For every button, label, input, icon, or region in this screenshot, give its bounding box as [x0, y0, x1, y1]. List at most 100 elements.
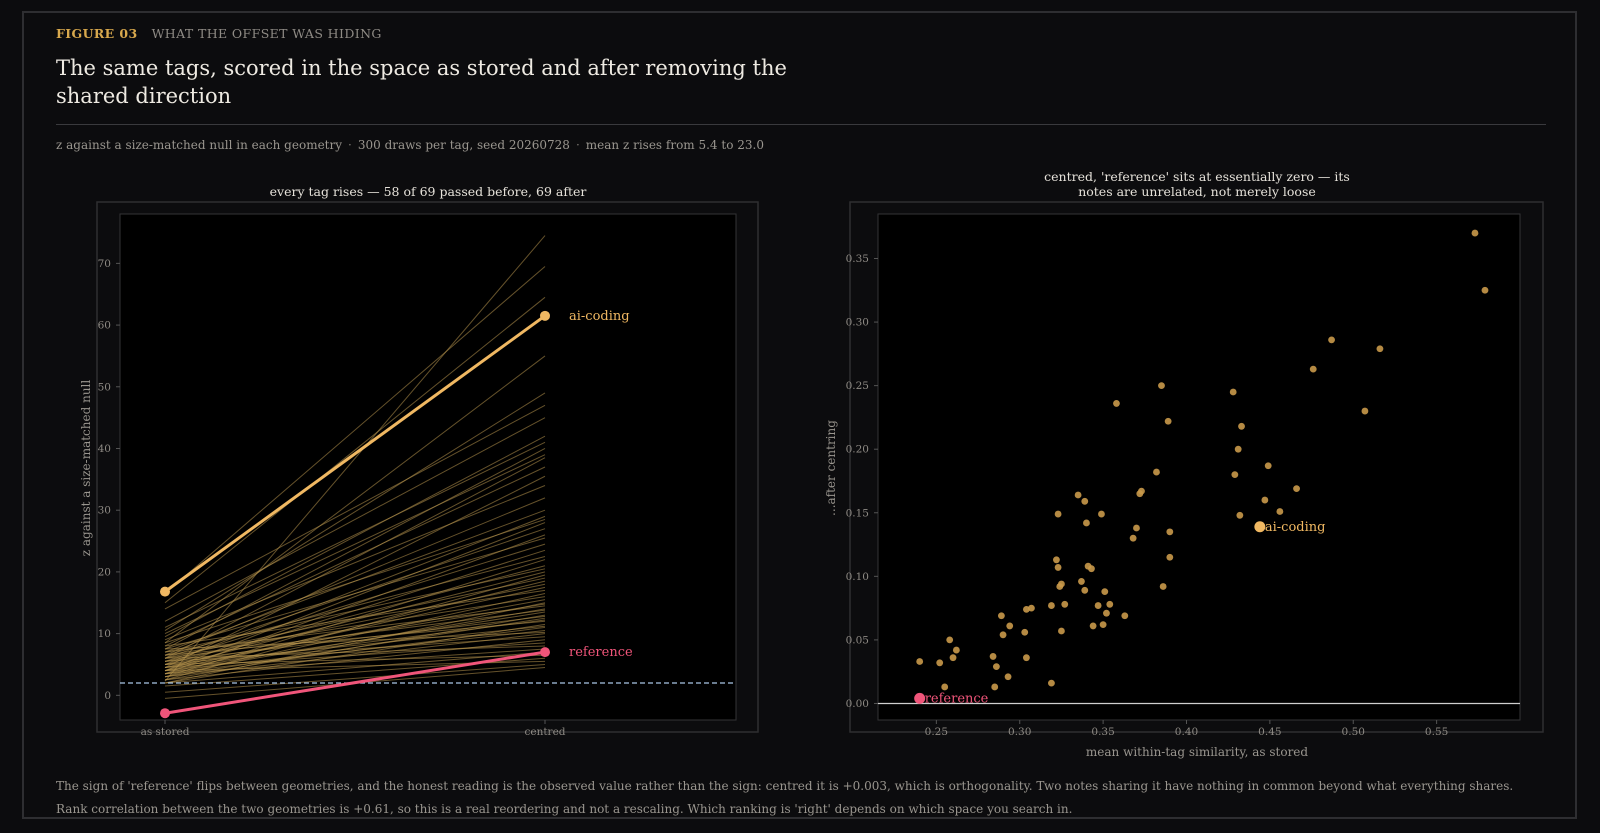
tag-thread	[164, 441, 546, 628]
scatter-y-axis-label: ...after centring	[824, 420, 838, 516]
tag-thread	[164, 235, 546, 682]
scatter-x-tick-label: 0.40	[1175, 726, 1198, 738]
tag-point	[989, 653, 997, 660]
tag-point	[1276, 508, 1284, 515]
tag-thread	[164, 611, 546, 672]
reference-end-point	[540, 647, 550, 658]
scatter-y-tick-label: 0.05	[846, 634, 869, 646]
footer-note-2: Rank correlation between the two geometr…	[56, 802, 1073, 816]
scatter-title-line-2: notes are unrelated, not merely loose	[1078, 184, 1316, 199]
tag-thread	[164, 636, 546, 662]
tag-point	[1004, 673, 1012, 681]
tag-point	[1471, 229, 1479, 237]
figure-title: The same tags, scored in the space as st…	[56, 56, 787, 108]
tag-thread	[164, 515, 546, 665]
scatter-y-tick-label: 0.35	[846, 253, 869, 265]
tag-point	[1078, 578, 1085, 585]
scatter-points	[916, 229, 1489, 691]
tag-thread	[164, 537, 546, 650]
tag-thread	[164, 392, 546, 631]
slope-highlights: ai-coding reference	[160, 309, 633, 719]
figure-kicker: FIGURE 03 WHAT THE OFFSET WAS HIDING	[56, 26, 382, 41]
tag-point	[1054, 564, 1062, 571]
slope-x-tick-label: as stored	[141, 726, 190, 738]
tag-thread	[164, 454, 546, 635]
tag-point	[1129, 534, 1137, 542]
tag-point	[1028, 604, 1035, 612]
tag-point	[916, 658, 924, 665]
tag-point	[1101, 588, 1109, 595]
ai-coding-line	[164, 314, 546, 593]
scatter-y-tick-label: 0.25	[846, 380, 869, 392]
scatter-x-tick-label: 0.45	[1258, 726, 1281, 738]
tag-thread	[164, 475, 546, 668]
reference-point	[914, 692, 926, 704]
tag-thread	[164, 631, 546, 650]
tag-point	[1058, 580, 1065, 588]
meta-separator: ·	[348, 138, 352, 152]
ai-coding-end-point	[540, 310, 550, 321]
slope-y-tick-label: 60	[98, 320, 111, 332]
tag-point	[936, 659, 944, 667]
tag-thread	[164, 630, 546, 672]
tag-thread	[164, 457, 546, 659]
tag-thread	[164, 625, 546, 665]
scatter-y-tick-label: 0.20	[846, 444, 869, 456]
tag-thread	[164, 596, 546, 656]
slope-y-tick-label: 30	[98, 505, 111, 517]
tag-thread	[164, 404, 546, 610]
title-divider	[56, 124, 1546, 125]
meta-separator: ·	[575, 138, 580, 152]
tag-point	[1113, 400, 1120, 407]
tag-point	[1054, 510, 1062, 518]
tag-point	[941, 683, 949, 691]
tag-thread	[164, 642, 546, 669]
slope-y-tick-label: 50	[98, 381, 111, 393]
slope-threads	[164, 235, 546, 699]
tag-thread	[164, 648, 546, 675]
slope-y-ticks: 0 10 20 30 40 50 60 70	[98, 258, 120, 702]
tag-point	[1261, 496, 1269, 504]
scatter-chart: centred, 'reference' sits at essentially…	[824, 169, 1544, 759]
scatter-x-tick-label: 0.35	[1091, 726, 1114, 738]
slope-y-tick-label: 10	[98, 628, 111, 640]
tag-point	[1061, 600, 1069, 608]
tag-point	[1158, 382, 1165, 390]
scatter-x-ticks: 0.25 0.30 0.35 0.40 0.45 0.50 0.55	[925, 720, 1448, 738]
slope-y-tick-label: 0	[104, 690, 111, 702]
tag-thread	[164, 565, 546, 665]
tag-thread	[164, 589, 546, 647]
tag-point	[992, 663, 1000, 671]
tag-point	[1081, 497, 1089, 505]
reference-line	[164, 650, 546, 715]
scatter-y-ticks: 0.00 0.05 0.10 0.15 0.20 0.25 0.30 0.35	[846, 253, 878, 710]
tag-thread	[164, 583, 546, 662]
tag-point	[1133, 524, 1140, 532]
ai-coding-label: ai-coding	[569, 309, 630, 324]
tag-point	[1481, 286, 1489, 294]
figure-subtitle: WHAT THE OFFSET WAS HIDING	[151, 26, 382, 41]
tag-point	[1164, 417, 1172, 425]
tag-point	[1166, 528, 1174, 536]
tag-thread	[164, 609, 546, 659]
tag-point	[999, 631, 1007, 639]
slope-x-ticks: as stored centred	[141, 720, 566, 738]
tag-thread	[164, 645, 546, 659]
tag-point	[1089, 622, 1097, 630]
tag-thread	[164, 543, 546, 662]
tag-point	[1074, 491, 1082, 499]
slope-y-tick-label: 40	[98, 443, 111, 455]
tag-thread	[164, 571, 546, 669]
tag-point	[1083, 519, 1090, 527]
tag-point	[1023, 654, 1030, 662]
tag-thread	[164, 654, 546, 665]
tag-point	[1094, 602, 1102, 609]
scatter-x-axis-label: mean within-tag similarity, as stored	[1086, 745, 1309, 759]
scatter-y-tick-label: 0.15	[846, 507, 869, 519]
tag-point	[1098, 510, 1105, 518]
tag-point	[1309, 365, 1317, 373]
figure-frame	[22, 11, 1577, 819]
tag-point	[997, 612, 1005, 620]
slope-x-tick-label: centred	[524, 726, 565, 738]
tag-point	[1376, 345, 1384, 353]
